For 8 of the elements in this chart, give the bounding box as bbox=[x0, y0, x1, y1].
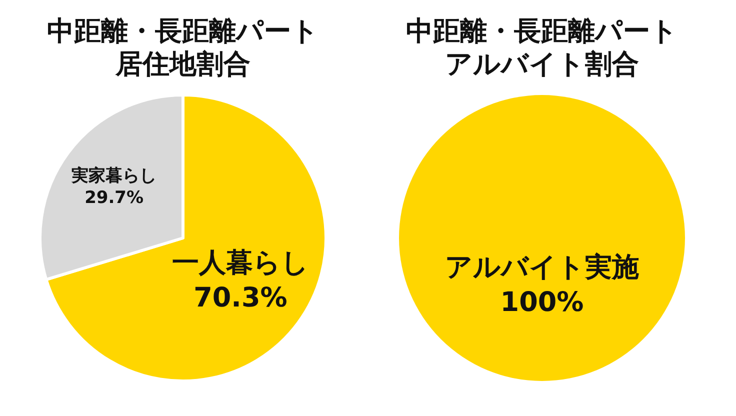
chart-title: 中距離・長距離パートアルバイト割合 bbox=[406, 16, 678, 80]
data-label: 100% bbox=[500, 287, 584, 318]
slice-label: 実家暮らし bbox=[70, 166, 157, 186]
data-label: 70.3% bbox=[194, 282, 288, 314]
data-label: 29.7% bbox=[84, 188, 144, 208]
slice-label: アルバイト実施 bbox=[445, 252, 639, 284]
slice-label: 一人暮らし bbox=[172, 248, 309, 279]
chart-title: 中距離・長距離パート居住地割合 bbox=[47, 16, 319, 80]
